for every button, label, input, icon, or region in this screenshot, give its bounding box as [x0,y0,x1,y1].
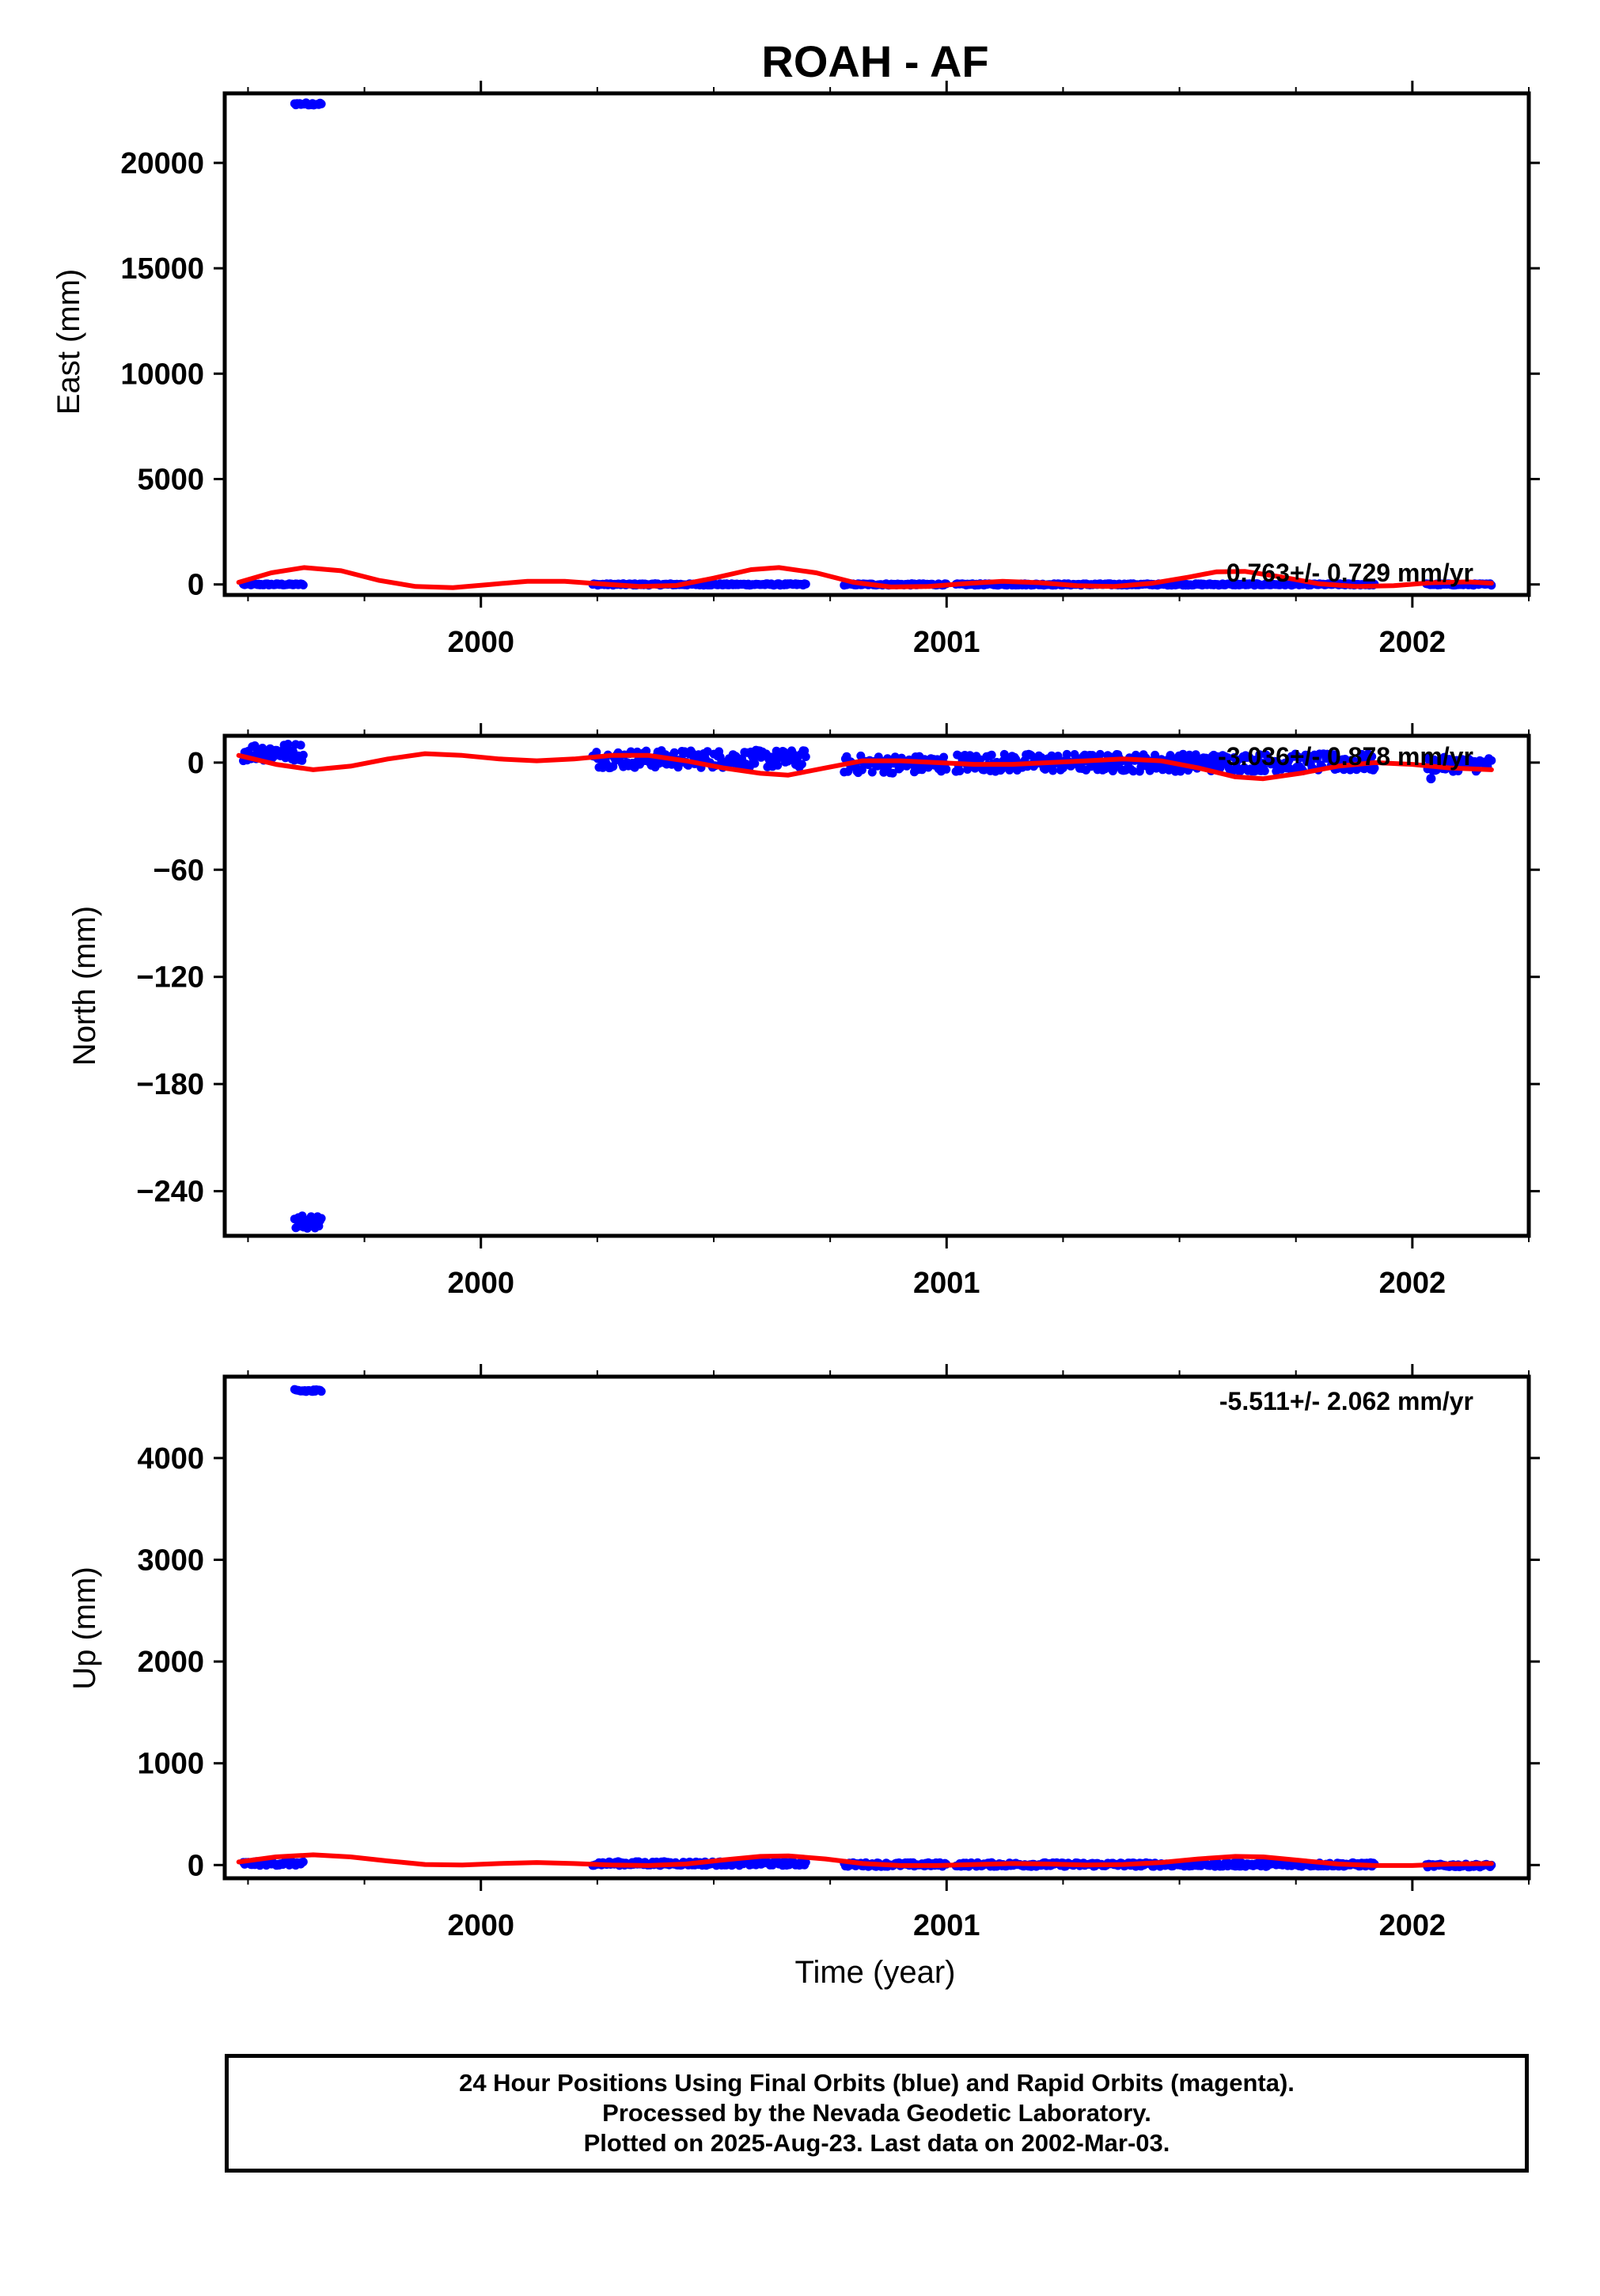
model-curve [236,751,1494,782]
east-rate-label: 0.763+/- 0.729 mm/yr [1227,559,1473,587]
x-tick-label: 2000 [447,626,514,659]
north-panel: North (mm) −240 −180 −120 −60 0 2000 2001 2002 -… [67,723,1540,1300]
up-axis-label: Up (mm) [67,1567,102,1690]
y-tick-label: 2000 [137,1646,204,1679]
data-point [1367,752,1377,761]
data-point [1329,750,1338,760]
x-tick-label: 2002 [1379,626,1446,659]
y-tick-label: −180 [136,1068,204,1101]
data-point [1487,756,1496,765]
y-tick-label: −240 [136,1176,204,1209]
time-axis-label: Time (year) [795,1955,956,1990]
x-tick-label: 2002 [1379,1267,1446,1300]
data-point [963,765,973,774]
y-tick-label: 0 [188,569,204,602]
figure-title: ROAH - AF [761,36,988,86]
y-tick-label: 3000 [137,1544,204,1577]
model-curve [236,1852,1494,1868]
x-tick-label: 2002 [1379,1909,1446,1942]
y-tick-label: 0 [188,747,204,780]
up-rate-label: -5.511+/- 2.062 mm/yr [1219,1387,1473,1415]
caption-line-2: Processed by the Nevada Geodetic Laborat… [602,2099,1151,2127]
data-point [942,764,951,774]
data-point [1151,750,1160,760]
data-point [750,759,760,768]
data-point [1426,774,1436,784]
data-point [801,1858,810,1867]
north-axis-label: North (mm) [67,906,102,1066]
east-panel: East (mm) 0 5000 10000 15000 20000 2000 2001 20… [51,81,1540,659]
data-point [298,581,308,589]
x-tick-label: 2000 [447,1267,514,1300]
data-point [1223,753,1232,763]
east-axis-label: East (mm) [51,269,86,415]
data-point [1255,750,1264,760]
y-tick-label: −120 [136,961,204,995]
x-tick-label: 2001 [913,1267,980,1300]
y-tick-label: 15000 [120,252,204,286]
caption-box: 24 Hour Positions Using Final Orbits (bl… [225,2054,1529,2173]
data-point [317,1214,326,1223]
data-point [1128,767,1138,776]
plot-frame [222,91,1531,597]
model-curve [236,565,1494,590]
data-point [987,750,996,760]
plot-frame [222,733,1531,1238]
data-point [317,99,326,108]
y-tick-label: −60 [154,854,204,887]
data-point [797,760,806,769]
data-point [1260,766,1269,775]
data-point [669,748,679,757]
data-point [801,752,810,761]
plot-frame [222,1374,1531,1881]
data-point [283,740,293,748]
y-tick-label: 5000 [137,463,204,496]
data-point [773,760,783,770]
y-tick-label: 20000 [120,147,204,180]
y-tick-label: 4000 [137,1442,204,1476]
y-tick-label: 0 [188,1849,204,1882]
x-tick-label: 2001 [913,626,980,659]
data-point [867,767,877,777]
data-point [955,767,965,775]
y-tick-label: 1000 [137,1748,204,1781]
up-panel: Up (mm) Time (year) 0 1000 2000 3000 4000 200… [67,1364,1540,1990]
data-point [939,752,949,762]
north-rate-label: -3.036+/- 0.878 mm/yr [1218,742,1473,771]
data-point [1370,763,1379,773]
data-point [1178,749,1188,759]
x-tick-label: 2000 [447,1909,514,1942]
data-point [317,1387,326,1396]
data-point [1095,749,1105,759]
data-point [298,750,308,760]
caption-line-3: Plotted on 2025-Aug-23. Last data on 200… [583,2129,1170,2157]
data-point [1062,749,1071,759]
data-point [801,579,810,589]
data-point [1037,753,1046,762]
y-tick-label: 10000 [120,358,204,391]
x-tick-label: 2001 [913,1909,980,1942]
data-point [888,768,897,778]
caption-line-1: 24 Hour Positions Using Final Orbits (bl… [459,2069,1295,2097]
data-point [296,741,305,750]
data-point [1048,766,1058,775]
data-point [298,1857,308,1866]
